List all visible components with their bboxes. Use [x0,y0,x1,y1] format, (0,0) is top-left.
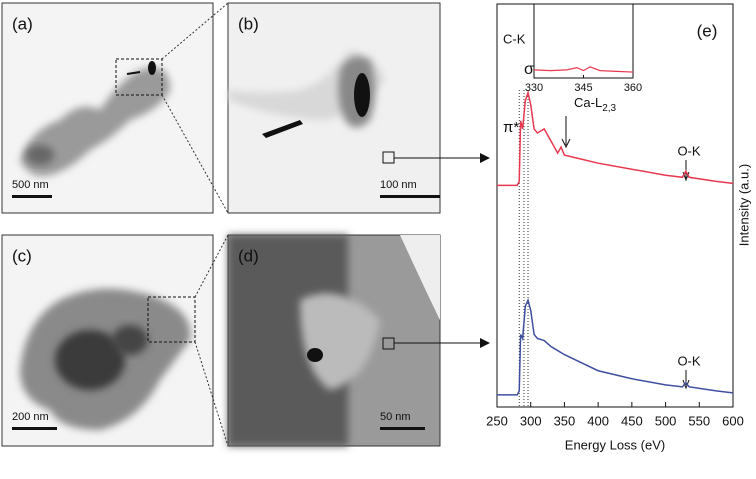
panel-label: (c) [12,246,32,265]
x-tick-label: 500 [655,413,677,428]
scale-bar [380,427,425,430]
inset-tick-label: 345 [574,82,592,94]
micrograph-b [227,2,490,214]
zoom-lines [161,2,229,447]
panel-label: (d) [238,246,259,265]
scale-bar-label: 50 nm [380,411,411,423]
x-tick-label: 400 [587,413,609,428]
x-tick-label: 600 [722,413,744,428]
scale-bar-label: 500 nm [12,179,49,191]
scale-bar [12,427,57,430]
scale-bar-label: 200 nm [12,411,49,423]
annotation-subscript: 2,3 [602,103,616,114]
annotation: C-K [503,31,526,46]
x-tick-label: 550 [688,413,710,428]
x-tick-label: 450 [621,413,643,428]
arrow [682,160,690,182]
inset-frame [533,3,634,79]
micrograph-a [1,2,214,214]
annotation: O-K [677,143,700,158]
x-axis-label: Energy Loss (eV) [565,437,665,452]
panel-label: (a) [12,14,33,33]
spectrum-line [497,297,734,396]
y-axis-label: Intensity (a.u.) [736,164,751,246]
scale-bar [12,195,52,198]
panel-label: (e) [697,21,718,40]
annotation-text: Ca-L [574,95,602,110]
annotation: Ca-L2,3 [574,95,617,113]
annotation: O-K [677,353,700,368]
arrow [561,116,571,149]
panel-label: (b) [238,14,259,33]
x-tick-label: 300 [520,413,542,428]
inset-line [533,66,634,73]
x-tick-label: 350 [554,413,576,428]
scale-bar [380,195,440,198]
inset-tick-label: 330 [525,82,543,94]
annotation: π* [503,119,519,136]
scale-bar-label: 100 nm [380,179,417,191]
micrograph-d [227,234,490,447]
inset-tick-label: 360 [624,82,642,94]
spectrum-line [497,89,734,187]
x-tick-label: 250 [486,413,508,428]
micrograph-c [1,234,214,447]
